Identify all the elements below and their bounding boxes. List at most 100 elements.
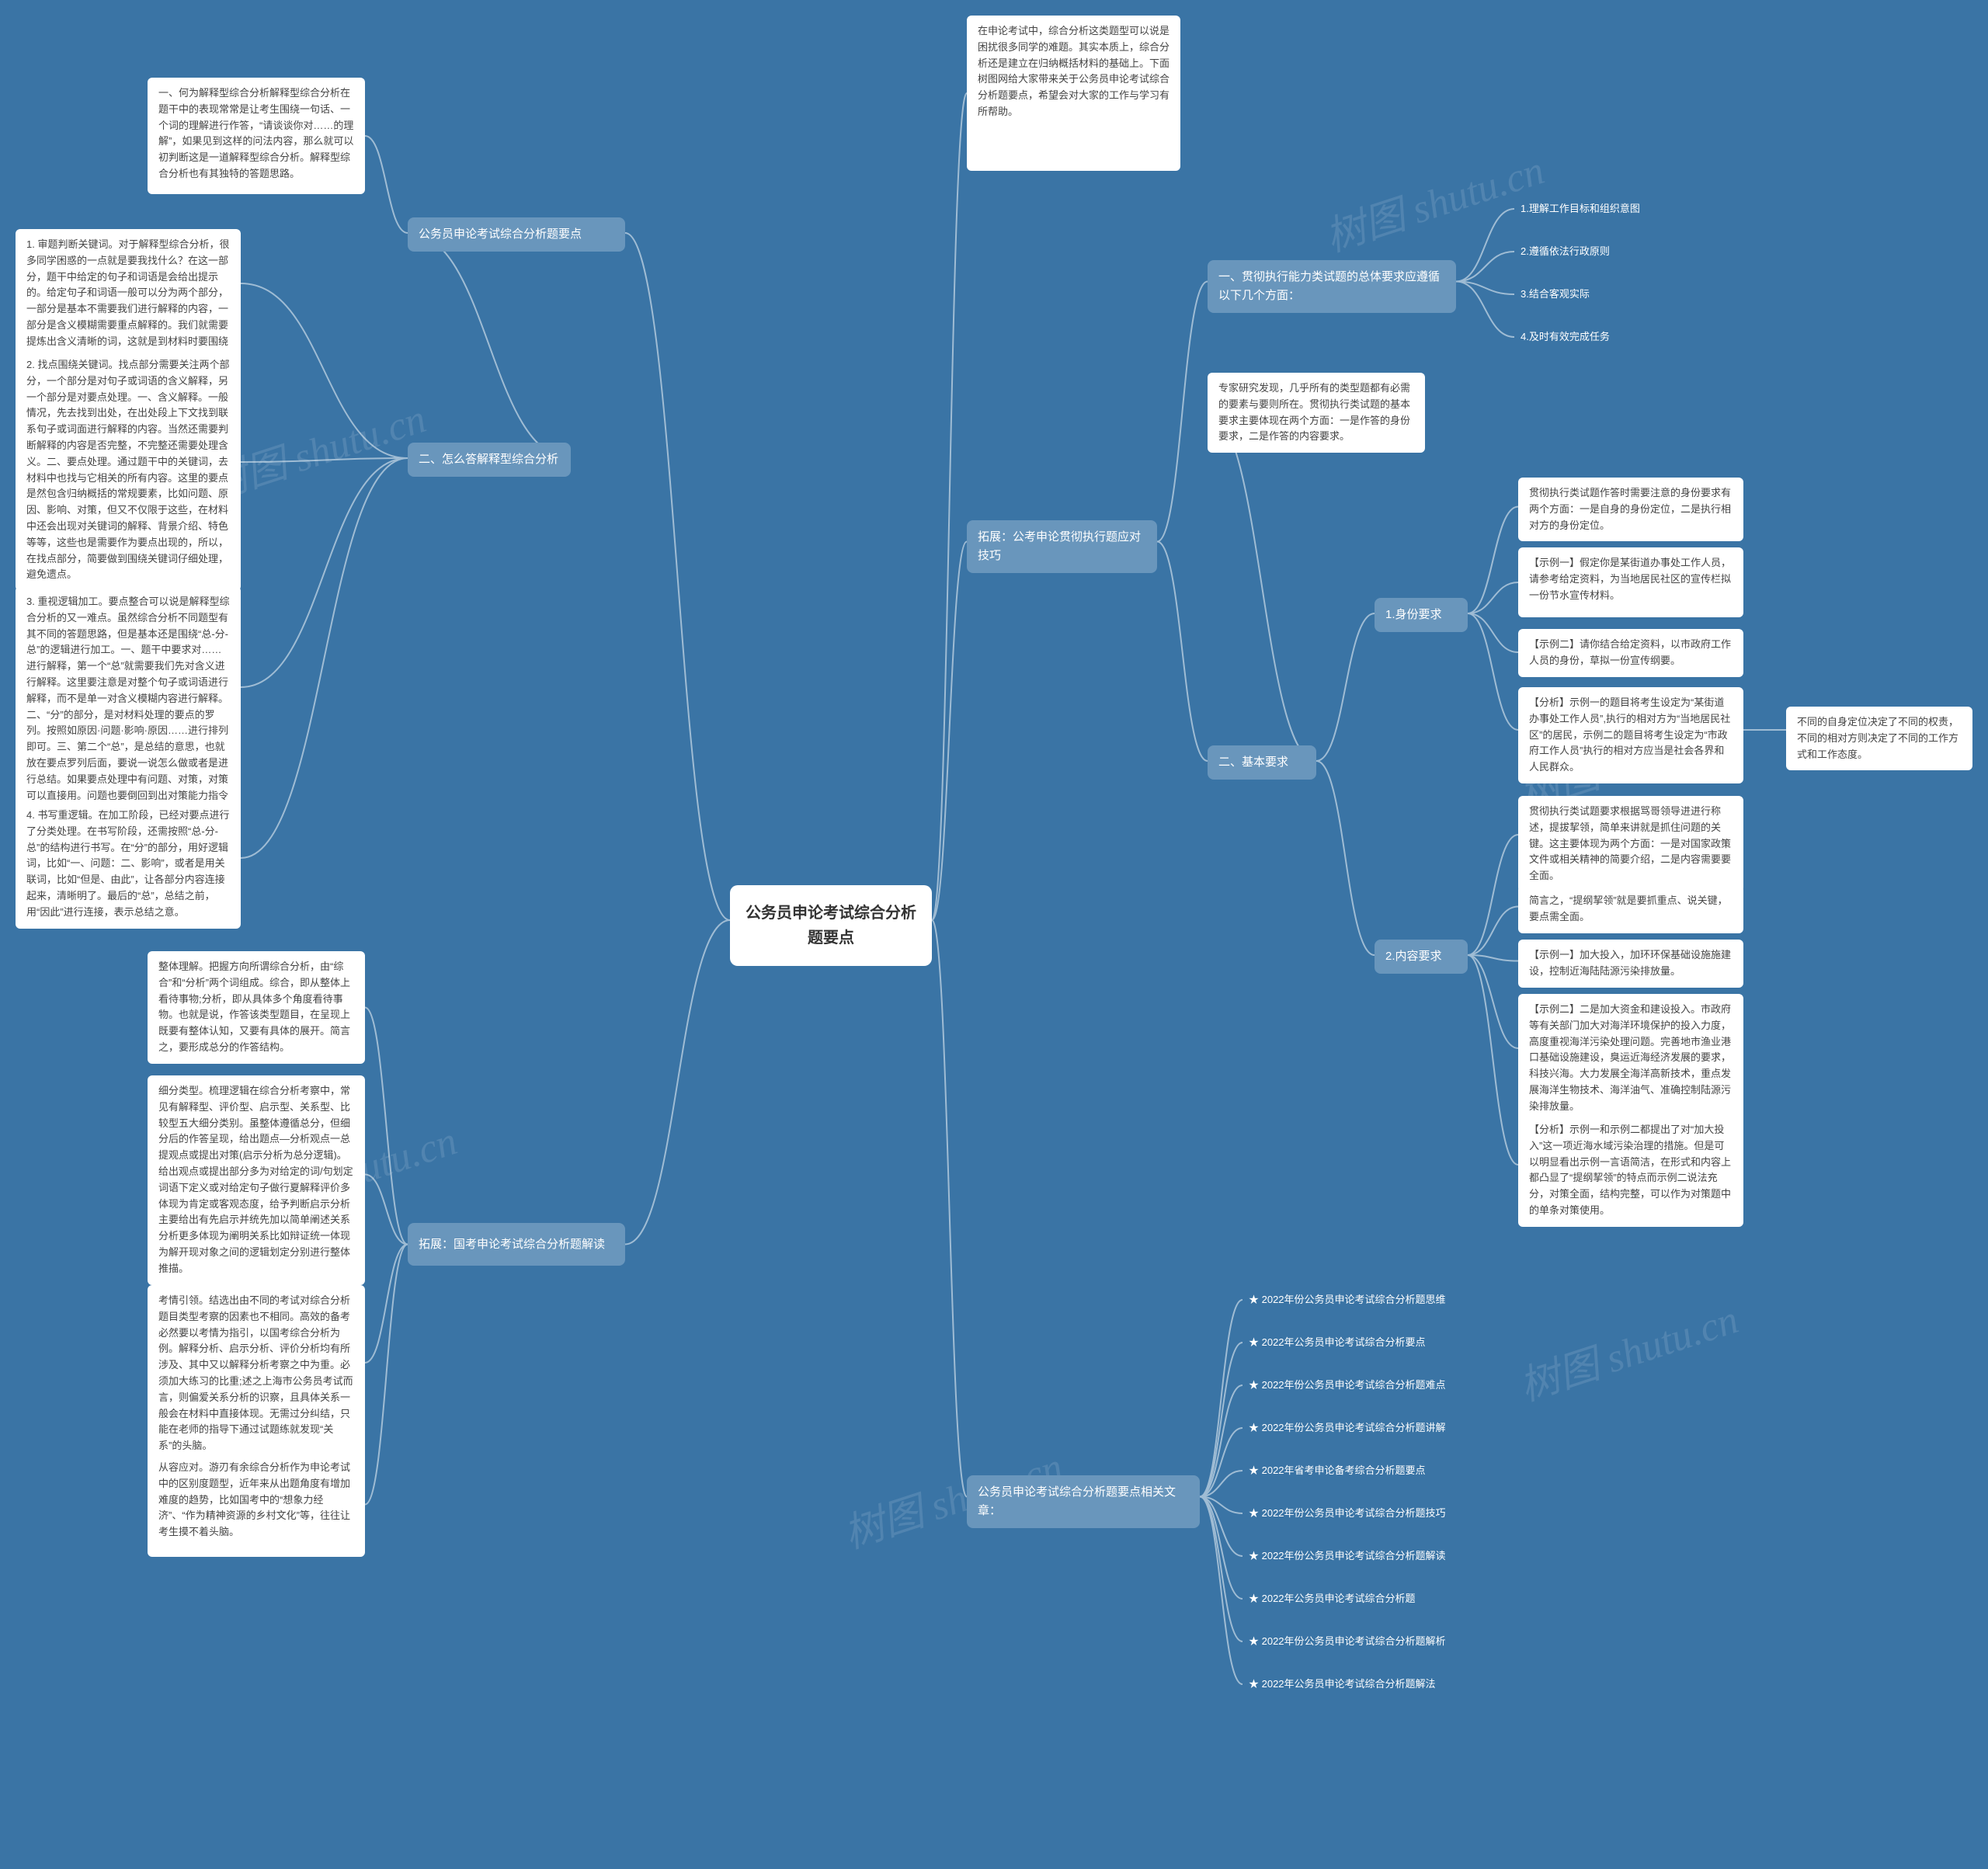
node-text: 拓展：国考申论考试综合分析题解读 (419, 1235, 605, 1254)
connector (1316, 613, 1375, 761)
node-text: 【分析】示例一和示例二都提出了对“加大投入”这一项近海水域污染治理的措施。但是可… (1529, 1124, 1731, 1216)
node-root: 公务员申论考试综合分析 题要点 (730, 885, 932, 966)
node-text: ★ 2022年公务员申论考试综合分析要点 (1249, 1336, 1426, 1348)
node-text: 1.身份要求 (1385, 606, 1442, 624)
node-text: 4. 书写重逻辑。在加工阶段，已经对要点进行了分类处理。在书写阶段，还需按照“总… (26, 809, 229, 918)
connector (932, 93, 967, 920)
node-text: 一、何为解释型综合分析解释型综合分析在题干中的表现常常是让考生围绕一句话、一个词… (158, 87, 353, 179)
node-text: 贯彻执行类试题要求根据骂哥领导进进行称述，提拔挈领，简单来讲就是抓住问题的关键。… (1529, 805, 1731, 881)
node-text: ★ 2022年份公务员申论考试综合分析题讲解 (1249, 1422, 1446, 1433)
node-b4l4: ★ 2022年份公务员申论考试综合分析题讲解 (1242, 1417, 1522, 1440)
connector (408, 233, 571, 458)
node-b3c2a1: 贯彻执行类试题作答时需要注意的身份要求有两个方面：一是自身的身份定位，二是执行相… (1518, 478, 1743, 541)
node-b3c2a: 1.身份要求 (1375, 598, 1468, 632)
connector (1200, 1497, 1242, 1514)
node-b3c2b1: 贯彻执行类试题要求根据骂哥领导进进行称述，提拔挈领，简单来讲就是抓住问题的关键。… (1518, 796, 1743, 892)
node-text: ★ 2022年份公务员申论考试综合分析题技巧 (1249, 1507, 1446, 1519)
node-text: 【示例二】请你结合给定资料，以市政府工作人员的身份，草拟一份宣传纲要。 (1529, 638, 1731, 666)
node-b2: 拓展：国考申论考试综合分析题解读 (408, 1223, 625, 1266)
connector-layer (0, 0, 1988, 1869)
connector (1157, 542, 1208, 762)
node-b3c2b: 2.内容要求 (1375, 940, 1468, 974)
connector (1468, 582, 1518, 613)
node-text: 在申论考试中，综合分析这类题型可以说是困扰很多同学的难题。其实本质上，综合分析还… (978, 25, 1170, 117)
node-b1c2l4: 4. 书写重逻辑。在加工阶段，已经对要点进行了分类处理。在书写阶段，还需按照“总… (16, 800, 241, 929)
connector (1468, 955, 1518, 961)
connector (241, 458, 408, 462)
node-b2l2: 细分类型。梳理逻辑在综合分析考察中，常见有解释型、评价型、启示型、关系型、比较型… (148, 1075, 365, 1285)
node-b3c1l4: 4.及时有效完成任务 (1514, 326, 1677, 349)
node-text: 2.内容要求 (1385, 947, 1442, 966)
connector (365, 1245, 408, 1505)
connector (1200, 1343, 1242, 1497)
node-text: 简言之，“提纲挈领”就是要抓重点、说关键，要点需全面。 (1529, 895, 1728, 922)
node-b4l9: ★ 2022年份公务员申论考试综合分析题解析 (1242, 1631, 1522, 1653)
node-text: 4.及时有效完成任务 (1521, 331, 1610, 342)
node-b3c2: 二、基本要求 (1208, 745, 1316, 780)
node-text: 2.遵循依法行政原则 (1521, 245, 1610, 257)
connector (1200, 1497, 1242, 1642)
node-text: 【示例一】假定你是某街道办事处工作人员，请参考给定资料，为当地居民社区的宣传栏拟… (1529, 557, 1731, 601)
node-b3c2a4: 【分析】示例一的题目将考生设定为“某街道办事处工作人员”,执行的相对方为“当地居… (1518, 687, 1743, 783)
connector (1468, 955, 1518, 1165)
node-b3c2a5: 不同的自身定位决定了不同的权责，不同的相对方则决定了不同的工作方式和工作态度。 (1786, 707, 1972, 770)
node-b4l10: ★ 2022年公务员申论考试综合分析题解法 (1242, 1673, 1522, 1696)
node-text: 细分类型。梳理逻辑在综合分析考察中，常见有解释型、评价型、启示型、关系型、比较型… (158, 1085, 353, 1274)
connector (932, 542, 967, 921)
node-b4: 公务员申论考试综合分析题要点相关文章： (967, 1475, 1200, 1528)
watermark: 树图 shutu.cn (1511, 1287, 1745, 1412)
node-b4l6: ★ 2022年份公务员申论考试综合分析题技巧 (1242, 1502, 1522, 1525)
node-b2l4: 从容应对。游刃有余综合分析作为申论考试中的区别度题型，近年来从出题角度有增加难度… (148, 1452, 365, 1557)
connector (241, 283, 408, 458)
node-b4l8: ★ 2022年公务员申论考试综合分析题 (1242, 1588, 1522, 1610)
node-intro: 在申论考试中，综合分析这类题型可以说是困扰很多同学的难题。其实本质上，综合分析还… (967, 16, 1180, 171)
connector (1468, 507, 1518, 614)
node-text: 【示例二】二是加大资金和建设投入。市政府等有关部门加大对海洋环境保护的投入力度，… (1529, 1003, 1731, 1112)
connector (241, 458, 408, 858)
node-text: ★ 2022年公务员申论考试综合分析题 (1249, 1593, 1416, 1604)
node-b1c2l2: 2. 找点围绕关键词。找点部分需要关注两个部分，一个部分是对句子或词语的含义解释… (16, 349, 241, 591)
connector (1200, 1471, 1242, 1497)
connector (1157, 282, 1208, 542)
node-b1c1: 一、何为解释型综合分析解释型综合分析在题干中的表现常常是让考生围绕一句话、一个词… (148, 78, 365, 194)
connector (1200, 1300, 1242, 1497)
connector (1200, 1497, 1242, 1685)
connector (1468, 613, 1518, 652)
node-b4l5: ★ 2022年省考申论备考综合分析题要点 (1242, 1460, 1522, 1482)
node-text: 贯彻执行类试题作答时需要注意的身份要求有两个方面：一是自身的身份定位，二是执行相… (1529, 487, 1731, 531)
node-b3c2a3: 【示例二】请你结合给定资料，以市政府工作人员的身份，草拟一份宣传纲要。 (1518, 629, 1743, 677)
connector (1456, 209, 1514, 282)
node-text: 3. 重视逻辑加工。要点整合可以说是解释型综合分析的又一难点。虽然综合分析不同题… (26, 596, 229, 833)
node-text: 考情引领。结选出由不同的考试对综合分析题目类型考察的因素也不相同。高效的备考必然… (158, 1294, 353, 1451)
connector (1200, 1497, 1242, 1557)
node-b3c2b4: 【示例二】二是加大资金和建设投入。市政府等有关部门加大对海洋环境保护的投入力度，… (1518, 994, 1743, 1123)
node-text: ★ 2022年份公务员申论考试综合分析题思维 (1249, 1294, 1446, 1305)
node-text: ★ 2022年公务员申论考试综合分析题解法 (1249, 1678, 1436, 1690)
connector (1468, 955, 1518, 1048)
node-b3c2top: 专家研究发现，几乎所有的类型题都有必需的要素与要则所在。贯彻执行类试题的基本要求… (1208, 373, 1425, 453)
node-text: 不同的自身定位决定了不同的权责，不同的相对方则决定了不同的工作方式和工作态度。 (1797, 716, 1958, 760)
node-text: 【分析】示例一的题目将考生设定为“某街道办事处工作人员”,执行的相对方为“当地居… (1529, 697, 1730, 773)
connector (1200, 1428, 1242, 1497)
node-b2l3: 考情引领。结选出由不同的考试对综合分析题目类型考察的因素也不相同。高效的备考必然… (148, 1285, 365, 1462)
node-text: ★ 2022年份公务员申论考试综合分析题解读 (1249, 1550, 1446, 1562)
node-text: 拓展：公考申论贯彻执行题应对技巧 (978, 528, 1146, 565)
connector (1468, 907, 1518, 956)
connector (1468, 835, 1518, 955)
node-text: 1.理解工作目标和组织意图 (1521, 203, 1640, 214)
node-b3c2b3: 【示例一】加大投入，加环环保基础设施施建设，控制近海陆陆源污染排放量。 (1518, 940, 1743, 988)
node-text: ★ 2022年份公务员申论考试综合分析题难点 (1249, 1379, 1446, 1391)
connector (1200, 1385, 1242, 1497)
node-b3c2b5: 【分析】示例一和示例二都提出了对“加大投入”这一项近海水域污染治理的措施。但是可… (1518, 1114, 1743, 1227)
node-b3c1l1: 1.理解工作目标和组织意图 (1514, 198, 1693, 221)
node-text: 公务员申论考试综合分析题要点相关文章： (978, 1483, 1189, 1520)
connector (1208, 412, 1316, 761)
node-text: 二、怎么答解释型综合分析 (419, 450, 558, 469)
node-b4l2: ★ 2022年公务员申论考试综合分析要点 (1242, 1332, 1522, 1354)
node-text: 公务员申论考试综合分析题要点 (419, 225, 582, 244)
node-text: 从容应对。游刃有余综合分析作为申论考试中的区别度题型，近年来从出题角度有增加难度… (158, 1461, 350, 1537)
node-b4l1: ★ 2022年份公务员申论考试综合分析题思维 (1242, 1289, 1522, 1311)
node-text: 公务员申论考试综合分析 题要点 (746, 901, 916, 950)
node-text: 专家研究发现，几乎所有的类型题都有必需的要素与要则所在。贯彻执行类试题的基本要求… (1218, 382, 1410, 442)
connector (365, 136, 408, 233)
